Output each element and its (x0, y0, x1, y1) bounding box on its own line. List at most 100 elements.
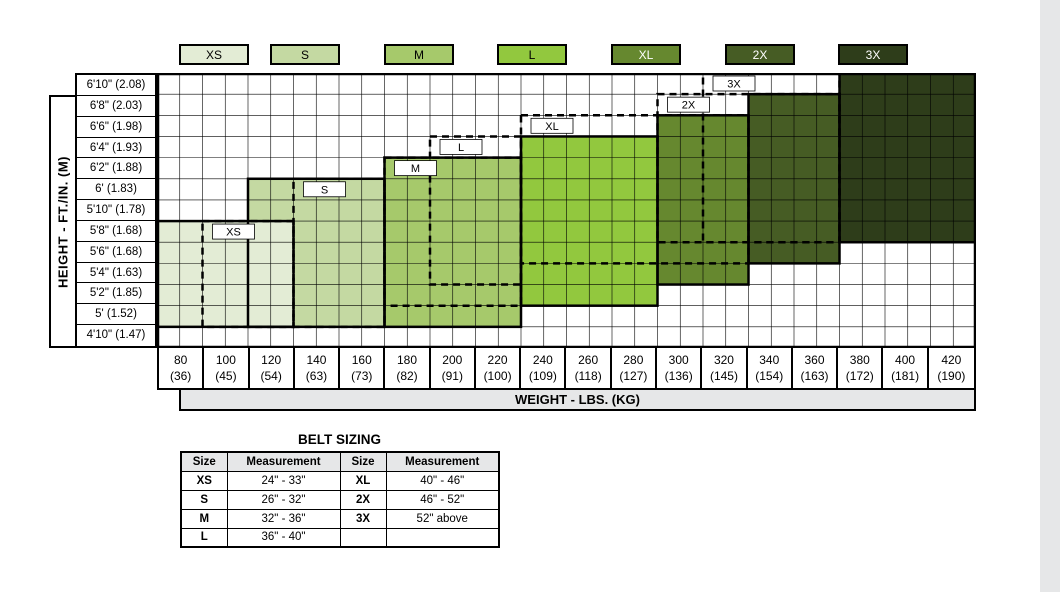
height-tick-label: 6' (1.83) (77, 179, 155, 201)
weight-kg: (163) (800, 369, 829, 383)
weight-kg: (145) (709, 369, 738, 383)
size-dashed-outline-xs (201, 219, 295, 329)
weight-tick-label: 400 (181) (883, 348, 929, 388)
weight-tick-label: 240 (109) (521, 348, 567, 388)
height-tick-label: 6'2" (1.88) (77, 158, 155, 180)
weight-lbs: 160 (351, 353, 372, 367)
weight-lbs: 200 (442, 353, 463, 367)
weight-axis-ticks: 80 (36) 100 (45) 120 (54) 140 (63) 160 (73) 180 (82… (157, 348, 976, 390)
weight-kg: (154) (755, 369, 784, 383)
weight-tick-label: 200 (91) (431, 348, 476, 388)
weight-tick-label: 140 (63) (295, 348, 341, 388)
right-edge-strip (1040, 0, 1060, 592)
weight-lbs: 140 (306, 353, 327, 367)
size-tag-label: XS (226, 227, 241, 239)
grid-border (157, 73, 976, 348)
weight-kg: (109) (528, 369, 557, 383)
size-tag-label: 2X (682, 100, 696, 112)
size-tag-s: S (303, 181, 346, 198)
height-tick-label: 6'4" (1.93) (77, 138, 155, 159)
size-tag-3x: 3X (712, 75, 756, 92)
belt-header-cell: Measurement (385, 451, 500, 472)
belt-size-cell: XL (339, 470, 387, 491)
belt-size-cell: 3X (339, 508, 387, 529)
weight-tick-label: 340 (154) (748, 348, 793, 388)
size-tag-box (212, 223, 255, 240)
size-tag-box (303, 181, 346, 198)
weight-tick-label: 320 (145) (702, 348, 748, 388)
belt-table-row: XS 24" - 33" XL 40" - 46" (180, 470, 500, 491)
height-axis-title: HEIGHT - FT./IN. (M) (49, 95, 75, 348)
belt-table-row: M 32" - 36" 3X 52" above (180, 508, 500, 529)
weight-lbs: 420 (941, 353, 962, 367)
legend-2x: 2X (725, 44, 795, 65)
height-tick-label: 5'8" (1.68) (77, 221, 155, 242)
weight-kg: (172) (845, 369, 874, 383)
belt-size-cell: M (180, 508, 228, 529)
belt-size-cell: S (180, 489, 228, 510)
height-tick-label: 5'6" (1.68) (77, 242, 155, 263)
weight-lbs: 340 (759, 353, 780, 367)
legend-l: L (497, 44, 567, 65)
belt-table-row: L 36" - 40" (180, 527, 500, 548)
weight-kg: (82) (396, 369, 418, 383)
belt-size-cell: L (180, 527, 228, 548)
weight-tick-label: 160 (73) (340, 348, 386, 388)
size-grid: XS S M L XL 2X 3X (157, 73, 976, 348)
weight-kg: (190) (937, 369, 966, 383)
belt-header-cell: Size (339, 451, 387, 472)
weight-kg: (136) (664, 369, 693, 383)
weight-lbs: 400 (895, 353, 916, 367)
belt-sizing-table: Size Measurement Size Measurement XS 24" - 3… (180, 451, 500, 548)
height-axis-label: HEIGHT - FT./IN. (M) (55, 155, 71, 288)
height-tick-label: 6'8" (2.03) (77, 96, 155, 117)
weight-lbs: 100 (215, 353, 236, 367)
legend-m: M (384, 44, 454, 65)
height-tick-label: 5'10" (1.78) (77, 200, 155, 221)
size-tag-label: XL (545, 121, 558, 133)
belt-table-header: Size Measurement Size Measurement (180, 451, 500, 472)
weight-tick-label: 360 (163) (793, 348, 839, 388)
size-tag-xl: XL (530, 117, 574, 134)
belt-measurement-cell: 26" - 32" (226, 489, 341, 510)
belt-header-cell: Size (180, 451, 228, 472)
weight-lbs: 180 (396, 353, 418, 367)
weight-tick-label: 280 (127) (612, 348, 658, 388)
weight-lbs: 280 (623, 353, 644, 367)
weight-kg: (63) (305, 369, 328, 383)
belt-measurement-cell: 36" - 40" (226, 527, 341, 548)
weight-lbs: 260 (578, 353, 599, 367)
weight-lbs: 360 (804, 353, 825, 367)
weight-kg: (54) (260, 369, 282, 383)
height-tick-label: 5'4" (1.63) (77, 263, 155, 284)
height-tick-label: 4'10" (1.47) (86, 329, 146, 342)
belt-measurement-cell: 24" - 33" (226, 470, 341, 491)
weight-kg: (91) (441, 369, 463, 383)
weight-tick-label: 100 (45) (204, 348, 250, 388)
belt-size-cell: XS (180, 470, 228, 491)
weight-kg: (181) (891, 369, 920, 383)
weight-tick-label: 300 (136) (657, 348, 703, 388)
belt-table-row: S 26" - 32" 2X 46" - 52" (180, 489, 500, 510)
belt-measurement-cell: 32" - 36" (226, 508, 341, 529)
belt-measurement-cell (385, 527, 500, 548)
size-tag-label: L (458, 142, 464, 154)
size-tag-box (530, 117, 574, 134)
weight-tick-label: 80 (36) (159, 348, 205, 388)
belt-sizing-title: BELT SIZING (298, 432, 381, 447)
height-tick-label: 6'6" (1.98) (77, 117, 155, 138)
weight-kg: (36) (169, 369, 192, 383)
weight-axis-label: WEIGHT - LBS. (KG) (515, 392, 640, 407)
height-tick-label: 5' (1.52) (77, 304, 155, 326)
size-tag-2x: 2X (667, 96, 710, 113)
weight-kg: (73) (351, 369, 373, 383)
height-tick-label: 5'2" (1.85) (77, 283, 155, 305)
belt-size-cell: 2X (339, 489, 387, 510)
legend-xl: XL (611, 44, 681, 65)
belt-size-cell (339, 527, 387, 548)
size-tag-label: S (321, 184, 328, 196)
weight-tick-label: 180 (82) (385, 348, 431, 388)
weight-kg: (127) (619, 369, 648, 383)
size-tag-label: M (411, 163, 420, 175)
weight-kg: (118) (574, 369, 602, 383)
